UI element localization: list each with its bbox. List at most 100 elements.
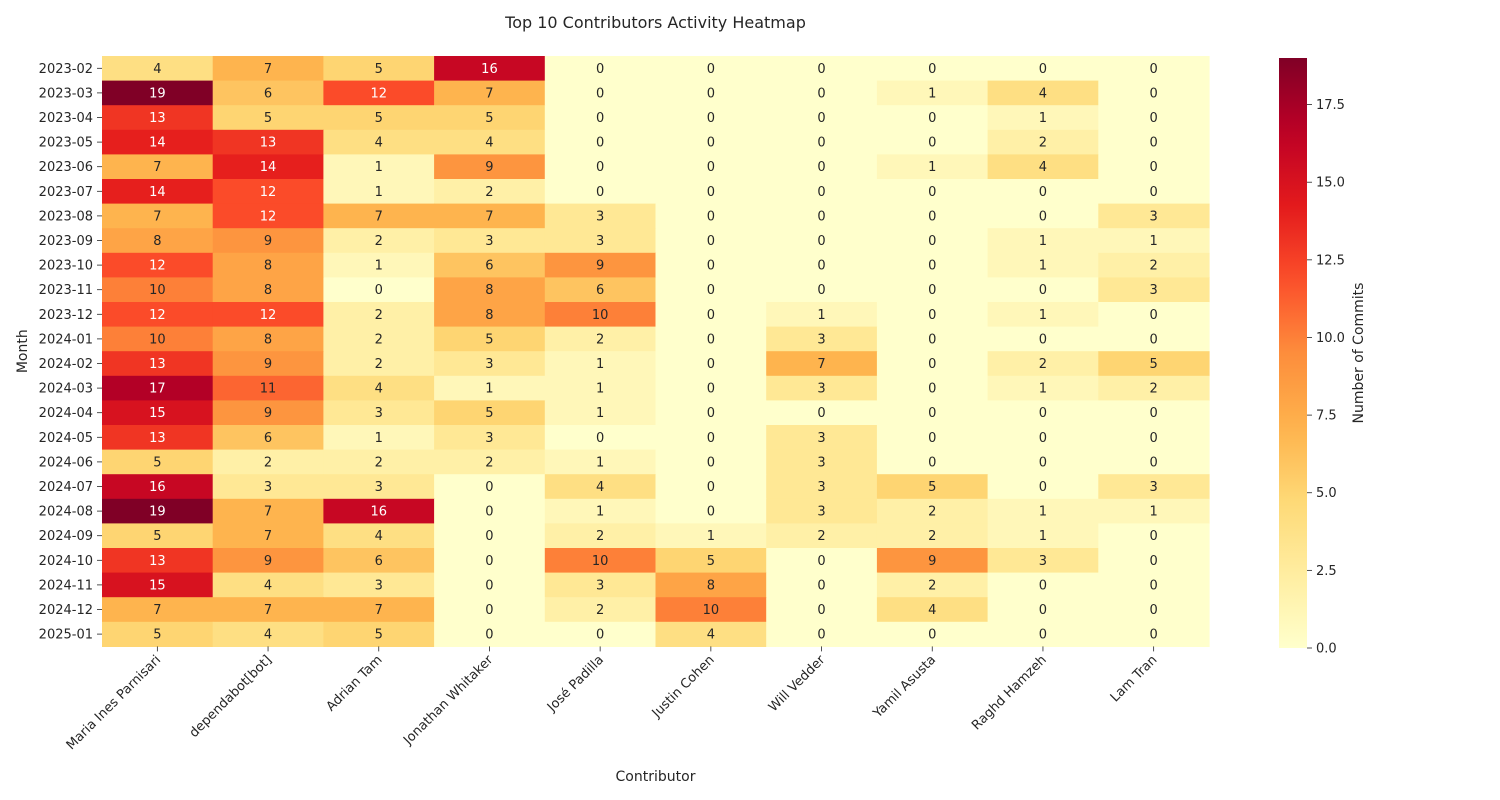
y-tick-label: 2024-01 — [39, 332, 93, 347]
cell-value-label: 7 — [153, 209, 161, 224]
heatmap-cell — [212, 252, 324, 278]
cell-value-label: 7 — [264, 505, 272, 520]
heatmap-cell — [323, 228, 435, 254]
heatmap-cell — [434, 129, 546, 155]
heatmap-cell — [102, 449, 214, 475]
cell-value-label: 0 — [707, 308, 715, 323]
heatmap-cell — [987, 498, 1099, 524]
heatmap-cell — [102, 105, 214, 131]
heatmap-cell — [1098, 203, 1210, 229]
cell-value-label: 0 — [1150, 111, 1158, 126]
cell-value-label: 5 — [375, 628, 383, 643]
heatmap-cell — [766, 105, 878, 131]
heatmap-cell — [655, 621, 767, 647]
cell-value-label: 9 — [264, 357, 272, 372]
cell-value-label: 5 — [153, 529, 161, 544]
heatmap-cell — [102, 80, 214, 106]
heatmap-cell — [323, 203, 435, 229]
cell-value-label: 7 — [485, 86, 493, 101]
y-tick-label: 2023-06 — [39, 160, 93, 175]
heatmap-cell — [655, 375, 767, 401]
y-tick-label: 2023-08 — [39, 209, 93, 224]
cell-value-label: 12 — [260, 185, 277, 200]
heatmap-cell — [212, 572, 324, 598]
heatmap-cell — [655, 326, 767, 352]
y-tick-label: 2024-06 — [39, 455, 93, 470]
cell-value-label: 3 — [375, 406, 383, 421]
heatmap-cell — [655, 203, 767, 229]
heatmap-cell — [655, 80, 767, 106]
heatmap-cell — [102, 351, 214, 377]
colorbar-tick-label: 12.5 — [1316, 253, 1345, 268]
cell-value-label: 2 — [817, 529, 825, 544]
cell-value-label: 0 — [485, 505, 493, 520]
cell-value-label: 0 — [1150, 431, 1158, 446]
heatmap-cell — [434, 56, 546, 82]
heatmap-cell — [323, 129, 435, 155]
cell-value-label: 0 — [375, 283, 383, 298]
cell-value-label: 0 — [928, 62, 936, 77]
heatmap-cell — [434, 179, 546, 205]
cell-value-label: 1 — [1039, 382, 1047, 397]
cell-value-label: 17 — [149, 382, 166, 397]
cell-value-label: 0 — [817, 136, 825, 151]
cell-value-label: 12 — [149, 259, 166, 274]
heatmap-cell — [766, 302, 878, 328]
cell-value-label: 0 — [928, 234, 936, 249]
cell-value-label: 3 — [817, 431, 825, 446]
heatmap-cell — [102, 572, 214, 598]
heatmap-cell — [434, 572, 546, 598]
heatmap-cell — [434, 597, 546, 623]
y-tick-label: 2023-03 — [39, 86, 93, 101]
cell-value-label: 0 — [1150, 185, 1158, 200]
cell-value-label: 7 — [375, 603, 383, 618]
cell-value-label: 1 — [375, 259, 383, 274]
y-tick-label: 2024-09 — [39, 529, 93, 544]
heatmap-cell — [1098, 277, 1210, 303]
cell-value-label: 5 — [928, 480, 936, 495]
heatmap-cell — [987, 474, 1099, 500]
y-tick-label: 2023-09 — [39, 234, 93, 249]
x-tick-label: Maria Ines Parnisari — [64, 653, 164, 753]
heatmap-cell — [323, 375, 435, 401]
heatmap-cell — [655, 425, 767, 451]
heatmap-cell — [323, 400, 435, 426]
cell-value-label: 0 — [485, 554, 493, 569]
cell-value-label: 1 — [707, 529, 715, 544]
heatmap-cell — [987, 129, 1099, 155]
heatmap-cell — [434, 498, 546, 524]
cell-value-label: 0 — [928, 185, 936, 200]
cell-value-label: 0 — [817, 86, 825, 101]
heatmap-cell — [766, 80, 878, 106]
heatmap-cells: 4 7 5 16 0 0 0 0 0 019 6 12 7 0 0 0 1 4 013 5 5 5 0 0 0 0 1 014 13 4 4… — [102, 56, 1210, 647]
heatmap-cell — [544, 351, 657, 377]
cell-value-label: 2 — [375, 455, 383, 470]
heatmap-cell — [544, 474, 657, 500]
heatmap-cell — [544, 203, 657, 229]
heatmap-cell — [876, 179, 989, 205]
cell-value-label: 0 — [817, 628, 825, 643]
cell-value-label: 4 — [264, 628, 272, 643]
cell-value-label: 13 — [149, 111, 166, 126]
heatmap-cell — [876, 302, 989, 328]
cell-value-label: 1 — [1039, 234, 1047, 249]
heatmap-cell — [876, 252, 989, 278]
cell-value-label: 3 — [596, 578, 604, 593]
cell-value-label: 14 — [149, 185, 166, 200]
colorbar-tick-label: 0.0 — [1316, 642, 1337, 657]
cell-value-label: 4 — [375, 529, 383, 544]
cell-value-label: 0 — [928, 357, 936, 372]
heatmap-cell — [655, 302, 767, 328]
cell-value-label: 9 — [485, 160, 493, 175]
heatmap-cell — [987, 56, 1099, 82]
cell-value-label: 10 — [592, 308, 609, 323]
heatmap-cell — [434, 228, 546, 254]
cell-value-label: 3 — [485, 431, 493, 446]
heatmap-cell — [876, 326, 989, 352]
heatmap-cell — [766, 56, 878, 82]
cell-value-label: 0 — [485, 628, 493, 643]
cell-value-label: 4 — [375, 136, 383, 151]
heatmap-cell — [1098, 252, 1210, 278]
cell-value-label: 0 — [928, 259, 936, 274]
heatmap-cell — [876, 449, 989, 475]
